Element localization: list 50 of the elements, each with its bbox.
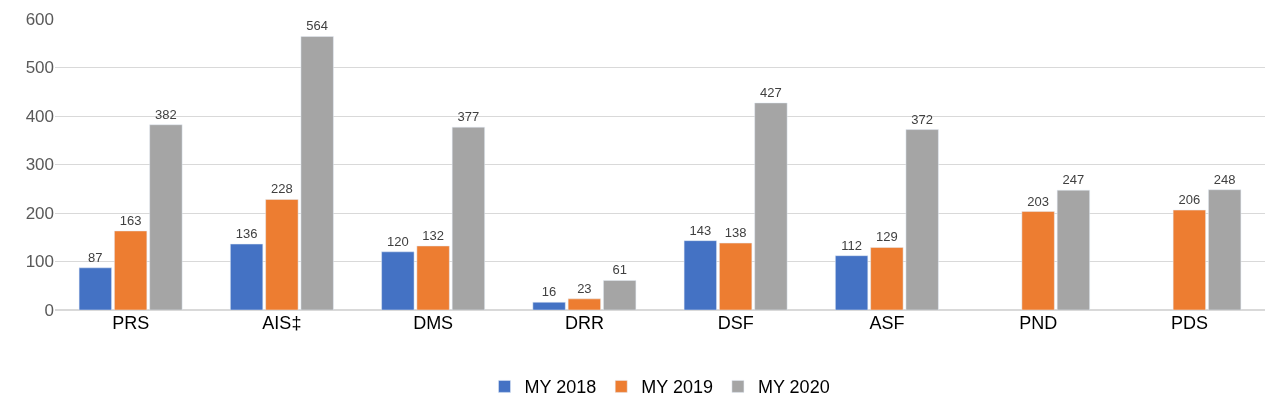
data-label: 427 — [760, 84, 782, 100]
data-label: 112 — [841, 237, 862, 253]
bar — [603, 280, 637, 310]
data-label: 143 — [689, 222, 712, 238]
y-tick-label: 200 — [25, 203, 54, 223]
data-label: 129 — [876, 229, 898, 245]
legend-label: MY 2019 — [641, 377, 713, 398]
y-tick-label: 300 — [25, 155, 54, 175]
x-tick-label: DRR — [564, 313, 604, 333]
data-label: 23 — [577, 280, 592, 296]
x-tick-label: DSF — [717, 313, 754, 333]
x-tick-label: ASF — [869, 313, 905, 333]
y-tick-label: 400 — [25, 106, 54, 126]
x-tick-label: PDS — [1170, 313, 1208, 333]
data-label: 564 — [306, 18, 329, 34]
x-tick-label: DMS — [413, 313, 454, 333]
data-label: 136 — [235, 226, 258, 242]
y-tick-label: 0 — [44, 300, 54, 320]
data-label: 120 — [386, 233, 409, 249]
bar — [1172, 209, 1206, 310]
data-label: 206 — [1178, 192, 1201, 208]
x-tick-label: AIS‡ — [262, 313, 302, 333]
y-tick-label: 600 — [25, 9, 54, 29]
data-label: 382 — [155, 106, 177, 122]
bar — [1208, 189, 1242, 310]
bar — [78, 267, 112, 310]
data-label: 87 — [88, 249, 103, 265]
legend-label: MY 2020 — [757, 377, 830, 398]
data-label: 248 — [1213, 171, 1236, 187]
bar — [230, 243, 264, 310]
data-label: 132 — [422, 227, 444, 243]
data-label: 138 — [724, 225, 747, 241]
data-label: 163 — [119, 212, 142, 228]
y-tick-label: 500 — [25, 58, 54, 78]
x-tick-label: PRS — [112, 313, 150, 333]
data-label: 61 — [612, 262, 627, 278]
data-label: 16 — [541, 284, 557, 300]
x-tick-label: PND — [1019, 313, 1058, 333]
data-label: 228 — [271, 181, 293, 197]
data-label: 203 — [1027, 193, 1049, 209]
bar — [451, 126, 485, 310]
legend-label: MY 2018 — [524, 377, 597, 398]
y-tick-label: 100 — [25, 252, 54, 272]
bar — [835, 255, 869, 310]
bar — [1021, 211, 1055, 310]
data-label: 247 — [1062, 172, 1085, 188]
bar — [1056, 189, 1090, 310]
bar — [683, 240, 717, 310]
data-label: 377 — [457, 109, 480, 125]
data-label: 372 — [911, 111, 934, 127]
